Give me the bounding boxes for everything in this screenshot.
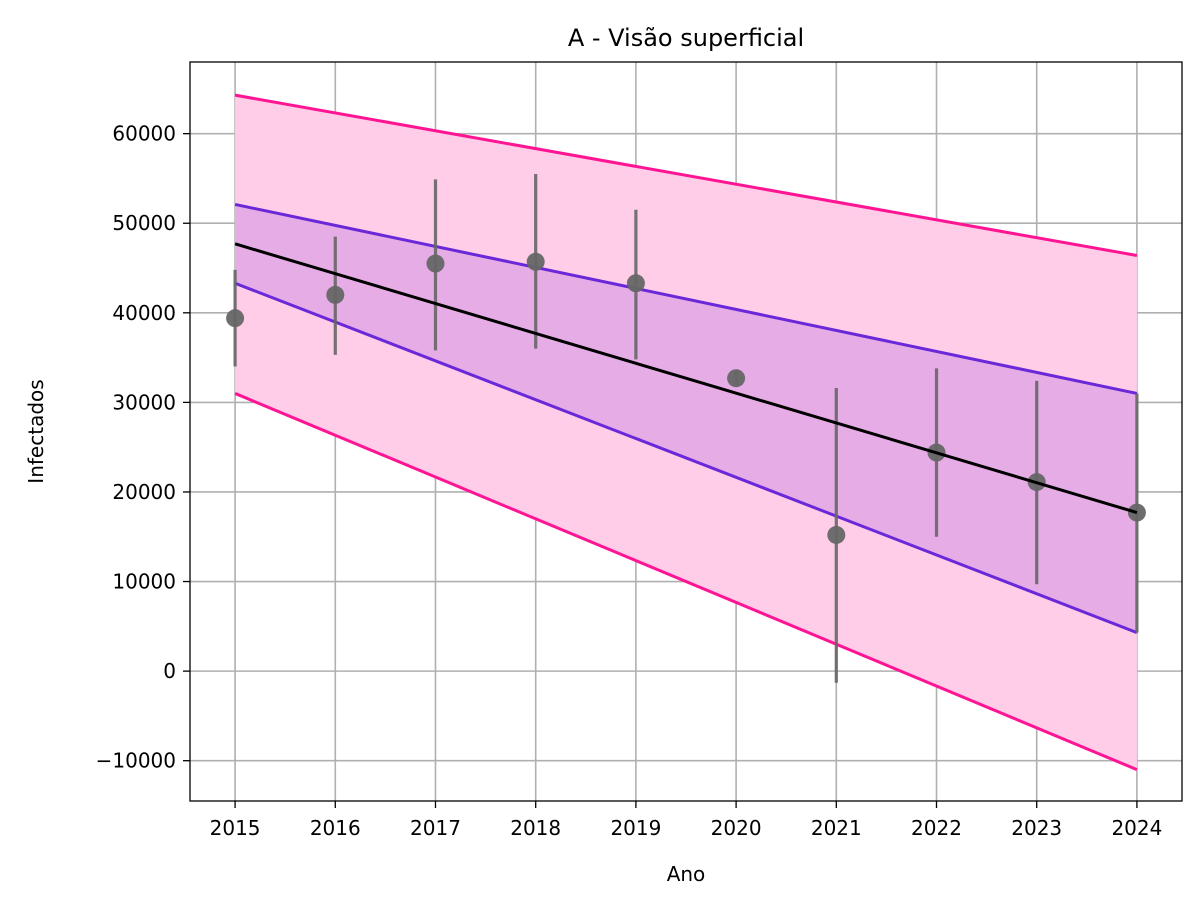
x-tick-label: 2017: [410, 816, 461, 840]
y-tick-label: 40000: [112, 301, 176, 325]
outer-band-lower-line: [234, 392, 1138, 772]
x-tick-label: 2022: [911, 816, 962, 840]
chart-title: A - Visão superficial: [568, 24, 804, 52]
y-tick-label: 0: [163, 659, 176, 683]
data-point: [326, 285, 345, 304]
data-points: [226, 252, 1146, 544]
x-tick-label: 2015: [210, 816, 261, 840]
data-point: [827, 525, 846, 544]
x-tick-label: 2023: [1011, 816, 1062, 840]
y-tick-label: 50000: [112, 211, 176, 235]
data-point: [526, 252, 545, 271]
data-point: [426, 254, 445, 273]
y-axis-title: Infectados: [24, 379, 48, 483]
outer-band-upper-line: [234, 93, 1138, 257]
inner-band-upper-line: [234, 202, 1138, 395]
x-tick-label: 2018: [510, 816, 561, 840]
x-tick-label: 2016: [310, 816, 361, 840]
y-tick-label: 20000: [112, 480, 176, 504]
data-point: [226, 309, 245, 328]
y-tick-label: 60000: [112, 122, 176, 146]
x-tick-label: 2019: [610, 816, 661, 840]
fit-line: [234, 242, 1138, 515]
x-axis-title: Ano: [667, 862, 706, 886]
x-tick-label: 2021: [811, 816, 862, 840]
y-tick-label: 30000: [112, 390, 176, 414]
inner-band-lower-line: [234, 281, 1138, 634]
x-tick-label: 2024: [1111, 816, 1162, 840]
y-tick-label: −10000: [96, 749, 176, 773]
data-point: [727, 369, 746, 388]
ticks: 2015 2016 2017 2018 2019 2020 2021 2022 2023 2024…: [96, 122, 1163, 840]
x-tick-label: 2020: [711, 816, 762, 840]
y-tick-label: 10000: [112, 570, 176, 594]
data-point: [626, 274, 645, 293]
fit-line-group: [234, 242, 1138, 515]
plot-frame: [189, 61, 1183, 802]
